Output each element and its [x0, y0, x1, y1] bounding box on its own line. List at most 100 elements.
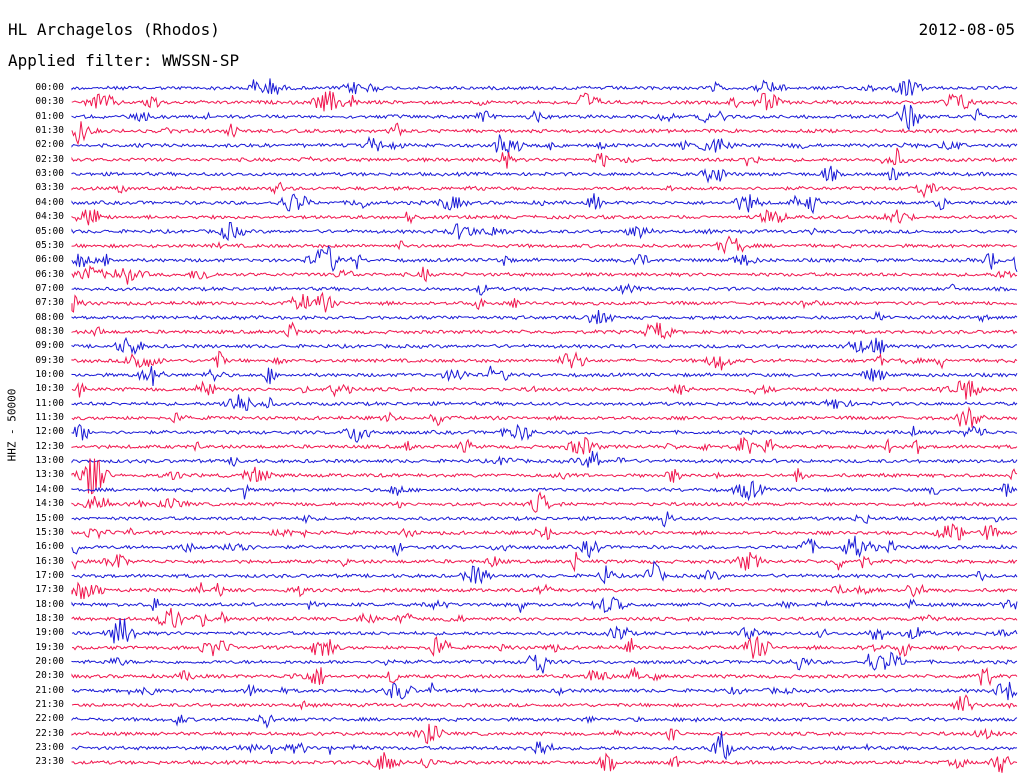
time-label: 16:30 — [35, 555, 64, 567]
time-label: 20:00 — [35, 656, 64, 667]
trace-line — [71, 551, 1018, 573]
time-label: 23:00 — [35, 742, 64, 754]
time-label: 12:30 — [35, 440, 64, 452]
time-label: 16:00 — [35, 541, 64, 553]
time-label: 18:30 — [35, 612, 64, 624]
trace-line — [71, 581, 1018, 600]
trace-line — [71, 480, 1018, 502]
trace-line — [71, 723, 1018, 745]
filter-label: Applied filter: WWSSN-SP — [8, 51, 240, 70]
trace-line — [71, 336, 1018, 355]
time-label: 11:30 — [35, 412, 64, 424]
time-label: 20:30 — [35, 670, 64, 682]
time-label: 19:30 — [35, 641, 64, 653]
trace-line — [71, 423, 1018, 443]
time-label: 18:00 — [35, 598, 64, 610]
trace-line — [71, 681, 1018, 701]
time-label: 11:00 — [35, 397, 64, 409]
trace-line — [71, 596, 1018, 614]
trace-line — [71, 651, 1018, 674]
trace-line — [71, 394, 1018, 411]
trace-line — [71, 291, 1018, 313]
time-label: 21:30 — [35, 699, 64, 711]
trace-line — [71, 165, 1018, 184]
trace-line — [71, 104, 1018, 131]
trace-line — [71, 222, 1018, 242]
station-title: HL Archagelos (Rhodos) — [8, 20, 220, 39]
time-label: 10:00 — [35, 369, 64, 380]
trace-line — [71, 245, 1018, 273]
trace-line — [71, 436, 1018, 455]
trace-line — [71, 607, 1018, 628]
time-label: 22:30 — [35, 727, 64, 739]
time-label: 06:00 — [35, 254, 64, 266]
time-label: 12:00 — [35, 426, 64, 438]
trace-line — [71, 90, 1018, 112]
trace-line — [71, 321, 1018, 340]
time-label: 09:30 — [35, 354, 64, 366]
trace-line — [71, 618, 1018, 644]
time-label: 03:00 — [35, 168, 64, 180]
time-label: 23:30 — [35, 756, 64, 768]
trace-line — [71, 511, 1018, 528]
time-label: 03:30 — [35, 182, 64, 194]
time-label: 22:00 — [35, 713, 64, 725]
trace-line — [71, 265, 1018, 285]
trace-line — [71, 694, 1018, 711]
date-label: 2012-08-05 — [918, 20, 1015, 39]
trace-line — [71, 282, 1018, 296]
trace-line — [71, 209, 1018, 226]
time-label: 04:30 — [35, 211, 64, 223]
trace-line — [71, 714, 1018, 729]
trace-line — [71, 310, 1018, 325]
time-label: 13:00 — [35, 455, 64, 467]
trace-line — [71, 535, 1018, 559]
trace-line — [71, 667, 1018, 687]
trace-line — [71, 450, 1018, 468]
time-label: 09:00 — [35, 340, 64, 352]
time-label: 01:30 — [35, 125, 64, 137]
trace-line — [71, 560, 1018, 585]
time-label: 17:00 — [35, 569, 64, 581]
time-label: 06:30 — [35, 268, 64, 280]
trace-line — [71, 193, 1018, 215]
trace-line — [71, 523, 1018, 541]
time-label: 21:00 — [35, 684, 64, 696]
trace-line — [71, 365, 1018, 386]
trace-line — [71, 458, 1018, 495]
time-label: 08:30 — [35, 325, 64, 337]
trace-line — [71, 235, 1018, 255]
time-label: 02:30 — [35, 153, 64, 165]
time-label: 02:00 — [35, 139, 64, 151]
time-label: 05:30 — [35, 239, 64, 251]
time-label: 08:00 — [35, 311, 64, 323]
time-label: 17:30 — [35, 584, 64, 596]
time-label: 05:00 — [35, 225, 64, 237]
time-labels: 00:00 00:30 01:00 01:30 02:00 02:30 03:00 03:30… — [0, 0, 64, 780]
trace-line — [71, 731, 1018, 761]
trace-line — [71, 752, 1018, 773]
trace-line — [71, 181, 1018, 199]
time-label: 04:00 — [35, 196, 64, 208]
time-label: 13:30 — [35, 469, 64, 481]
time-label: 00:30 — [35, 96, 64, 108]
time-label: 10:30 — [35, 383, 64, 395]
trace-line — [71, 350, 1018, 371]
trace-line — [71, 78, 1018, 97]
time-label: 00:00 — [35, 82, 64, 93]
time-label: 15:30 — [35, 526, 64, 538]
time-label: 15:00 — [35, 512, 64, 524]
time-label: 07:30 — [35, 297, 64, 309]
time-label: 14:00 — [35, 483, 64, 495]
trace-line — [71, 406, 1018, 428]
time-label: 07:00 — [35, 282, 64, 294]
trace-line — [71, 379, 1018, 400]
time-label: 14:30 — [35, 498, 64, 510]
time-label: 19:00 — [35, 627, 64, 639]
trace-line — [71, 636, 1018, 659]
trace-line — [71, 134, 1018, 155]
trace-line — [71, 147, 1018, 169]
trace-line — [71, 491, 1018, 513]
trace-line — [71, 121, 1018, 146]
